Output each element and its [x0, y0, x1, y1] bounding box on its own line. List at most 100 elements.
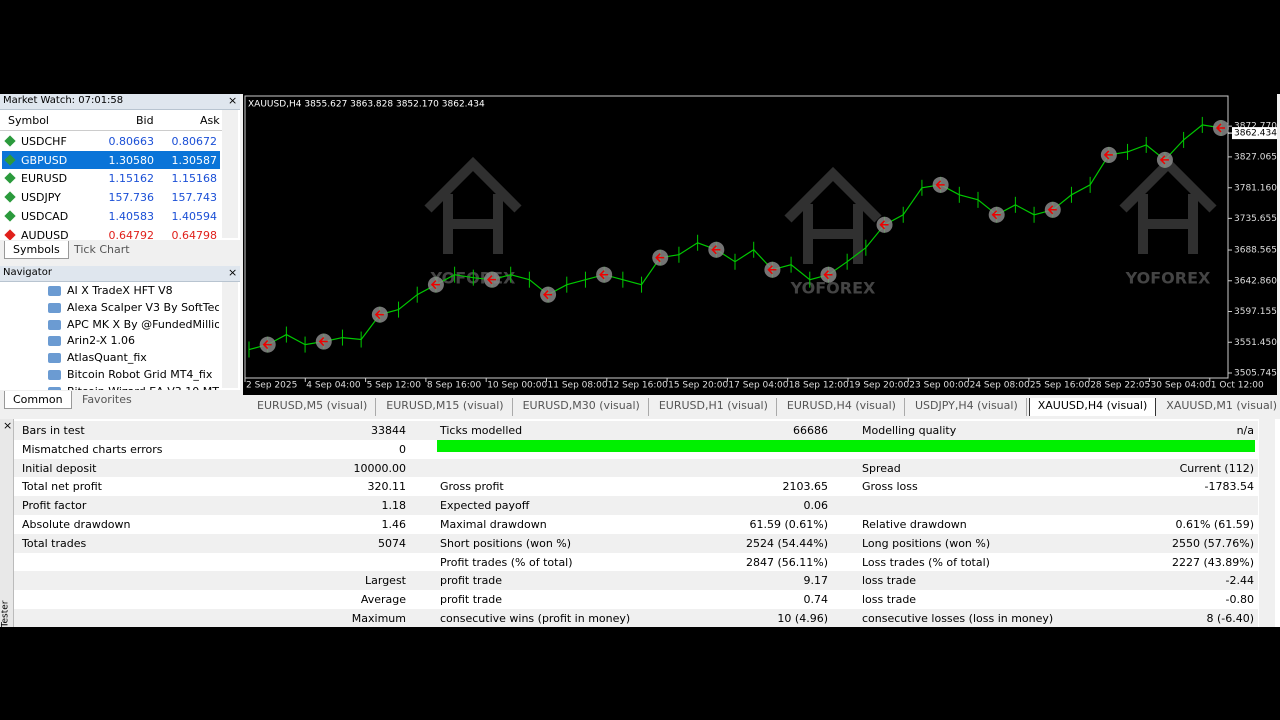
report-label: Mismatched charts errors [22, 443, 163, 456]
report-value: 0 [399, 443, 406, 456]
report-row [14, 496, 1258, 515]
scrollbar [1259, 419, 1275, 627]
y-tick-label: 3505.745 [1234, 368, 1277, 378]
navigator-item[interactable]: Arin2-X 1.06 [67, 334, 219, 347]
report-value: 61.59 (0.61%) [749, 518, 828, 531]
x-tick-label: 15 Sep 20:00 [668, 381, 728, 391]
tab[interactable]: Tick Chart [66, 241, 138, 258]
y-tick-label: 3597.155 [1234, 307, 1277, 317]
report-value: 33844 [371, 424, 406, 437]
report-label: Loss trades (% of total) [862, 556, 990, 569]
chart-tab[interactable]: EURUSD,M15 (visual) [378, 398, 512, 416]
close-button[interactable]: × [3, 419, 12, 432]
report-value: -1783.54 [1205, 480, 1254, 493]
report-label: Maximal drawdown [440, 518, 547, 531]
chart-background [243, 94, 1277, 395]
column-header: Symbol [8, 114, 49, 127]
market-watch: Market Watch: 07:01:58×SymbolBidAskUSDCH… [0, 94, 240, 262]
panel-title: Navigator [3, 267, 52, 278]
symbol: GBPUSD [21, 154, 67, 167]
report-value: 8 (-6.40) [1206, 612, 1254, 625]
close-button[interactable]: × [228, 94, 237, 107]
bid: 0.80663 [109, 135, 155, 148]
navigator-item[interactable]: AtlasQuant_fix [67, 351, 219, 364]
report-label: Gross loss [862, 480, 918, 493]
report-value: -0.80 [1226, 593, 1254, 606]
report-label: Ticks modelled [440, 424, 522, 437]
report-label: Gross profit [440, 480, 504, 493]
report-value: 0.06 [804, 499, 829, 512]
scrollbar [222, 282, 238, 388]
report-value: n/a [1237, 424, 1254, 437]
report-value: 2103.65 [783, 480, 829, 493]
x-tick-label: 2 Sep 2025 [246, 381, 297, 391]
report-label: Spread [862, 462, 901, 475]
report-label: Long positions (won %) [862, 537, 990, 550]
report-value: 2227 (43.89%) [1172, 556, 1254, 569]
x-tick-label: 23 Sep 00:00 [909, 381, 969, 391]
navigator: Navigator × AI X TradeX HFT V8 Alexa Scalpe… [0, 266, 240, 411]
y-tick-label: 3781.160 [1234, 183, 1277, 193]
report-value: 0.74 [804, 593, 829, 606]
chart-tab[interactable]: EURUSD,H1 (visual) [651, 398, 777, 416]
report-value: 5074 [378, 537, 406, 550]
report-label: loss trade [862, 593, 916, 606]
symbol: USDCHF [21, 135, 67, 148]
report-label: Short positions (won %) [440, 537, 571, 550]
report-value: 2847 (56.11%) [746, 556, 828, 569]
price-chart: YOFOREXYOFOREXYOFOREX3872.7703827.065378… [243, 94, 1277, 395]
x-tick-label: 30 Sep 04:00 [1151, 381, 1211, 391]
x-tick-label: 11 Sep 08:00 [548, 381, 608, 391]
x-tick-label: 5 Sep 12:00 [367, 381, 422, 391]
chart-tab[interactable]: EURUSD,H4 (visual) [779, 398, 905, 416]
chart-tab[interactable]: EURUSD,M5 (visual) [249, 398, 376, 416]
report-label: Bars in test [22, 424, 85, 437]
report-value: 10000.00 [354, 462, 407, 475]
report-label: Total net profit [22, 480, 102, 493]
symbol: USDJPY [21, 191, 61, 204]
report-row [14, 477, 1258, 496]
chart-tab[interactable]: XAUUSD,H4 (visual) [1029, 398, 1157, 416]
navigator-item[interactable]: Alexa Scalper V3 By SoftTechFX [67, 301, 219, 314]
y-tick-label: 3642.860 [1234, 276, 1277, 286]
ask: 0.80672 [172, 135, 218, 148]
close-button[interactable]: × [228, 266, 237, 279]
report-label: consecutive losses (loss in money) [862, 612, 1053, 625]
x-tick-label: 10 Sep 00:00 [487, 381, 547, 391]
navigator-item[interactable]: AI X TradeX HFT V8 [67, 284, 219, 297]
report-value: -2.44 [1226, 574, 1254, 587]
report-row [14, 609, 1258, 627]
report-value: 66686 [793, 424, 828, 437]
chart-tab[interactable]: USDJPY,H4 (visual) [907, 398, 1027, 416]
tab[interactable]: Favorites [74, 391, 140, 408]
report-row [14, 534, 1258, 553]
report-row [14, 515, 1258, 534]
report-value: Largest [365, 574, 406, 587]
chart-tab[interactable]: XAUUSD,M1 (visual) [1158, 398, 1277, 416]
chart-tabs: EURUSD,M5 (visual)EURUSD,M15 (visual)EUR… [243, 397, 1277, 416]
bid: 1.15162 [109, 172, 155, 185]
navigator-item[interactable]: APC MK X By @FundedMillion [67, 318, 219, 331]
report-row [14, 421, 1258, 440]
report-label: Relative drawdown [862, 518, 967, 531]
report-label: Profit factor [22, 499, 86, 512]
tab[interactable]: Common [4, 391, 72, 409]
x-tick-label: 18 Sep 12:00 [789, 381, 849, 391]
modelling-quality-bar [437, 440, 1255, 452]
tab[interactable]: Symbols [4, 241, 69, 259]
report-value: Maximum [352, 612, 406, 625]
navigator-item[interactable]: Bitcoin Robot Grid MT4_fix [67, 368, 219, 381]
report-label: loss trade [862, 574, 916, 587]
ea-icon [48, 353, 61, 363]
report-label: profit trade [440, 574, 502, 587]
report-label: Expected payoff [440, 499, 529, 512]
scrollbar [222, 110, 238, 238]
report-value: 2524 (54.44%) [746, 537, 828, 550]
side-strip [0, 419, 14, 627]
watermark: YOFOREX [1125, 269, 1211, 288]
report-label: Initial deposit [22, 462, 97, 475]
chart-tab[interactable]: EURUSD,M30 (visual) [515, 398, 649, 416]
bid: 157.736 [109, 191, 155, 204]
x-tick-label: 4 Sep 04:00 [306, 381, 361, 391]
